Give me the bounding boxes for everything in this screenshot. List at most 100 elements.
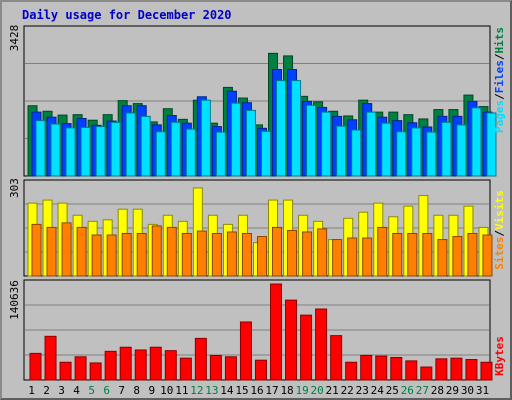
bar-pages <box>471 107 482 177</box>
bar-kbytes <box>315 308 328 381</box>
bar-sites <box>467 232 478 277</box>
bar-kbytes <box>59 361 72 381</box>
day-label: 27 <box>416 384 429 397</box>
bar-pages <box>426 131 437 177</box>
bar-kbytes <box>29 352 42 381</box>
bar-pages <box>65 127 76 177</box>
bottom-panel-max-label: 140636 <box>8 280 21 320</box>
bar-sites <box>452 236 463 277</box>
bar-pages <box>381 122 392 177</box>
day-label: 8 <box>133 384 140 397</box>
bar-sites <box>226 231 237 277</box>
day-label: 10 <box>160 384 173 397</box>
legend-hits: Hits <box>493 27 506 54</box>
bar-kbytes <box>239 321 252 381</box>
bar-sites <box>256 236 267 277</box>
legend-visits: Visits <box>493 190 506 230</box>
bar-pages <box>80 126 91 177</box>
day-label: 23 <box>356 384 369 397</box>
bar-sites <box>317 228 328 277</box>
day-label: 13 <box>205 384 218 397</box>
bar-pages <box>245 109 256 177</box>
bar-pages <box>291 80 302 177</box>
bar-pages <box>441 121 452 177</box>
bar-sites <box>272 226 283 277</box>
legend-files: Files <box>493 60 506 93</box>
bar-sites <box>241 232 252 277</box>
top-panel-max-label: 3428 <box>8 25 21 52</box>
bar-kbytes <box>134 349 147 381</box>
day-label: 31 <box>476 384 489 397</box>
bar-pages <box>321 111 332 177</box>
day-label: 9 <box>148 384 155 397</box>
day-label: 26 <box>401 384 414 397</box>
day-label: 4 <box>73 384 80 397</box>
bar-sites <box>377 226 388 277</box>
bar-kbytes <box>194 337 207 381</box>
legend-separator: / <box>493 93 506 100</box>
bar-kbytes <box>119 346 132 381</box>
bar-kbytes <box>300 314 313 381</box>
bar-sites <box>136 232 147 277</box>
day-label: 2 <box>43 384 50 397</box>
bar-kbytes <box>345 361 358 381</box>
bar-sites <box>347 237 358 277</box>
bar-pages <box>396 131 407 177</box>
bar-sites <box>287 229 298 277</box>
bar-pages <box>336 125 347 177</box>
bar-kbytes <box>285 299 298 381</box>
day-label: 19 <box>295 384 308 397</box>
bar-sites <box>106 234 117 277</box>
bar-kbytes <box>360 354 373 381</box>
bar-kbytes <box>164 350 177 381</box>
bar-kbytes <box>450 357 463 381</box>
bar-pages <box>351 129 362 177</box>
bar-pages <box>276 80 287 177</box>
bar-sites <box>302 231 313 277</box>
bar-kbytes <box>149 346 162 381</box>
day-label: 25 <box>386 384 399 397</box>
bar-kbytes <box>254 359 267 381</box>
bar-sites <box>76 226 87 277</box>
bar-sites <box>166 226 177 277</box>
day-label: 6 <box>103 384 110 397</box>
legend-top: Pages/Files/Hits <box>493 27 506 133</box>
bar-pages <box>260 130 271 177</box>
legend-bottom: KBytes <box>493 336 506 376</box>
bar-kbytes <box>405 360 418 381</box>
legend-middle: Sites/Visits <box>493 190 506 270</box>
legend-sites: Sites <box>493 237 506 270</box>
day-label: 28 <box>431 384 444 397</box>
bar-kbytes <box>435 358 448 381</box>
bar-sites <box>437 239 448 277</box>
bar-sites <box>422 232 433 277</box>
bar-kbytes <box>330 335 343 381</box>
day-label: 11 <box>175 384 188 397</box>
bar-kbytes <box>89 362 102 381</box>
day-label: 21 <box>326 384 339 397</box>
bar-pages <box>185 128 196 177</box>
bar-sites <box>31 223 42 277</box>
bar-sites <box>61 222 72 277</box>
middle-panel-max-label: 303 <box>8 178 21 198</box>
bar-pages <box>230 102 241 177</box>
bar-sites <box>362 237 373 277</box>
bar-sites <box>91 234 102 277</box>
day-label: 7 <box>118 384 125 397</box>
bar-sites <box>46 226 57 277</box>
bar-kbytes <box>209 354 222 381</box>
bar-sites <box>332 239 343 277</box>
day-label: 5 <box>88 384 95 397</box>
day-label: 3 <box>58 384 65 397</box>
bar-kbytes <box>480 361 493 381</box>
bar-pages <box>200 99 211 177</box>
bar-pages <box>215 131 226 177</box>
bar-pages <box>456 124 467 177</box>
legend-pages: Pages <box>493 100 506 133</box>
bar-sites <box>196 230 207 277</box>
bar-pages <box>411 127 422 177</box>
bar-sites <box>211 232 222 277</box>
bar-pages <box>110 121 121 177</box>
day-label: 22 <box>341 384 354 397</box>
bar-pages <box>486 112 497 177</box>
